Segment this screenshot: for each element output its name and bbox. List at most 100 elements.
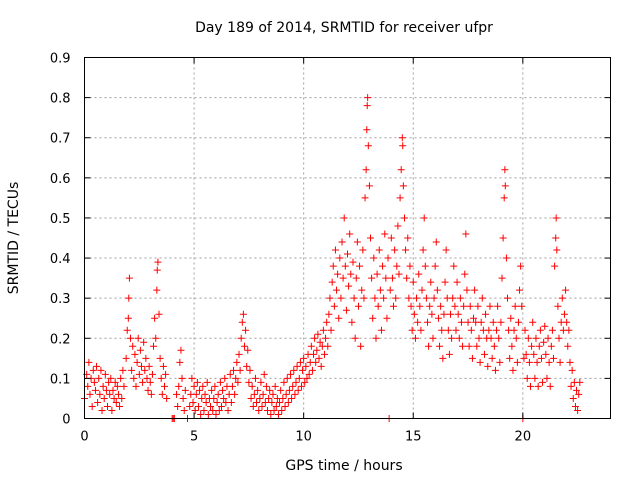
data-point: [238, 318, 246, 326]
data-point: [278, 406, 286, 414]
data-point: [131, 350, 139, 358]
data-point: [202, 398, 210, 406]
data-point: [279, 394, 287, 402]
data-point: [387, 234, 395, 242]
data-point: [257, 378, 265, 386]
data-point: [462, 230, 470, 238]
data-point: [426, 302, 434, 310]
data-point: [128, 366, 136, 374]
data-point: [377, 326, 385, 334]
data-point: [379, 262, 387, 270]
data-point: [272, 402, 280, 410]
data-point: [456, 294, 464, 302]
data-point: [347, 270, 355, 278]
data-point: [575, 390, 583, 398]
data-point: [566, 358, 574, 366]
data-point: [382, 274, 390, 282]
data-point: [506, 354, 514, 362]
data-point: [537, 354, 545, 362]
data-point: [432, 238, 440, 246]
data-point: [546, 382, 554, 390]
data-point: [329, 262, 337, 270]
data-point: [198, 394, 206, 402]
data-point: [536, 326, 544, 334]
data-point: [391, 246, 399, 254]
data-point: [352, 274, 360, 282]
data-point: [201, 390, 209, 398]
data-point: [127, 334, 135, 342]
data-point: [144, 386, 152, 394]
data-point: [293, 362, 301, 370]
data-point: [348, 318, 356, 326]
x-axis-title: GPS time / hours: [285, 458, 402, 474]
data-point: [251, 374, 259, 382]
data-point: [445, 350, 453, 358]
data-point: [565, 326, 573, 334]
data-point: [95, 374, 103, 382]
data-point: [260, 370, 268, 378]
data-point: [459, 342, 467, 350]
data-point: [362, 166, 370, 174]
data-point: [545, 358, 553, 366]
data-point: [264, 406, 272, 414]
data-point: [105, 378, 113, 386]
data-point: [555, 334, 563, 342]
data-point: [256, 394, 264, 402]
data-point: [564, 342, 572, 350]
data-point: [163, 394, 171, 402]
data-point: [554, 302, 562, 310]
data-point: [518, 302, 526, 310]
data-point: [319, 326, 327, 334]
data-point: [325, 310, 333, 318]
data-point: [384, 254, 392, 262]
data-point: [197, 410, 205, 418]
y-tick-label: 0.5: [50, 212, 71, 227]
data-point: [388, 274, 396, 282]
data-point: [232, 374, 240, 382]
data-point: [288, 394, 296, 402]
data-point: [93, 362, 101, 370]
data-point: [276, 398, 284, 406]
data-point: [314, 330, 322, 338]
data-point: [295, 374, 303, 382]
data-point: [210, 394, 218, 402]
data-point: [418, 286, 426, 294]
chart-title: Day 189 of 2014, SRMTID for receiver ufp…: [195, 20, 493, 36]
data-point: [465, 342, 473, 350]
data-point: [142, 354, 150, 362]
data-point: [175, 382, 183, 390]
data-point: [467, 326, 475, 334]
data-point: [358, 286, 366, 294]
data-point: [224, 406, 232, 414]
data-point: [381, 230, 389, 238]
data-point: [301, 378, 309, 386]
data-point: [514, 318, 522, 326]
data-point: [124, 314, 132, 322]
data-point: [345, 282, 353, 290]
data-point: [312, 358, 320, 366]
data-point: [383, 314, 391, 322]
data-point: [259, 390, 267, 398]
data-point: [147, 390, 155, 398]
data-point: [441, 278, 449, 286]
data-point: [247, 394, 255, 402]
data-point: [346, 230, 354, 238]
data-point: [487, 334, 495, 342]
data-point: [365, 182, 373, 190]
data-point: [311, 334, 319, 342]
data-point: [485, 326, 493, 334]
data-point: [368, 274, 376, 282]
data-point: [548, 326, 556, 334]
data-point: [534, 382, 542, 390]
data-point: [448, 334, 456, 342]
data-point: [153, 286, 161, 294]
data-point: [335, 314, 343, 322]
data-point: [529, 318, 537, 326]
data-point: [428, 310, 436, 318]
data-point: [521, 326, 529, 334]
y-tick-label: 0.6: [50, 172, 71, 187]
data-point: [417, 326, 425, 334]
data-point: [563, 318, 571, 326]
data-point: [111, 378, 119, 386]
data-point: [339, 274, 347, 282]
